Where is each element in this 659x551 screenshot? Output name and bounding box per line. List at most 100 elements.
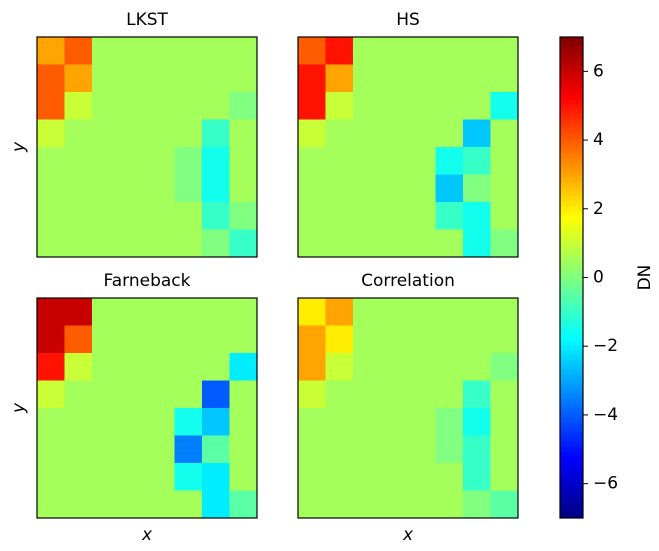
heatmap-cell [119, 298, 148, 326]
heatmap-cell [229, 325, 258, 354]
colorbar-segment [560, 330, 583, 336]
heatmap-cell [490, 229, 519, 258]
heatmap-cell [92, 490, 120, 519]
colorbar-segment [560, 412, 583, 418]
heatmap-cell [353, 119, 381, 148]
heatmap-cell [298, 92, 326, 120]
colorbar-segment [560, 392, 583, 399]
heatmap-cell [37, 92, 65, 120]
heatmap-cell [229, 119, 258, 148]
colorbar-segment [560, 89, 583, 96]
heatmap-cell [298, 202, 326, 230]
heatmap-cell [37, 325, 65, 354]
colorbar-segment [560, 51, 583, 57]
heatmap-cell [119, 202, 148, 230]
heatmap-cell [463, 380, 491, 409]
heatmap-cell [147, 490, 175, 519]
colorbar-segment [560, 306, 583, 312]
heatmap-cell [202, 325, 230, 354]
heatmap-cell [380, 298, 409, 326]
heatmap-cell [353, 490, 381, 519]
colorbar-segment [560, 147, 583, 153]
heatmap-cell [174, 435, 203, 464]
heatmap-cell [298, 64, 326, 93]
colorbar-segment [560, 138, 583, 144]
colorbar-segment [560, 344, 583, 351]
heatmap-cell [353, 64, 381, 93]
heatmap-cell [380, 229, 409, 258]
heatmap-cell [119, 229, 148, 258]
heatmap-cell [490, 435, 519, 464]
colorbar-segment [560, 171, 583, 177]
heatmap-cell [490, 298, 519, 326]
colorbar-segment [560, 253, 583, 259]
colorbar-segment [560, 450, 583, 456]
heatmap-cell [229, 408, 258, 436]
heatmap-cell [202, 490, 230, 519]
panel-title: Farneback [104, 271, 191, 291]
colorbar-tick-label: 2 [593, 199, 604, 219]
heatmap-cell [408, 298, 436, 326]
colorbar-segment [560, 248, 583, 254]
heatmap-cell [229, 37, 258, 65]
heatmap-cell [174, 64, 203, 93]
heatmap-cell [229, 490, 258, 519]
heatmap-cell [353, 37, 381, 65]
heatmap-cell [174, 202, 203, 230]
heatmap-cell [298, 325, 326, 354]
heatmap-cell [92, 37, 120, 65]
heatmap-cell [408, 229, 436, 258]
heatmap-cell [64, 353, 93, 381]
colorbar-segment [560, 277, 583, 283]
heatmap-cell [490, 408, 519, 436]
heatmap-cell [202, 119, 230, 148]
colorbar-segment [560, 431, 583, 437]
colorbar-segment [560, 479, 583, 485]
x-axis-label: x [141, 525, 153, 545]
heatmap-cell [353, 229, 381, 258]
colorbar-segment [560, 301, 583, 307]
heatmap-cell [174, 408, 203, 436]
heatmap-cell [463, 463, 491, 491]
heatmap-cell [229, 380, 258, 409]
colorbar-segment [560, 113, 583, 120]
colorbar-tick-label: 4 [593, 130, 604, 150]
colorbar-label: DN [635, 265, 655, 291]
heatmap-cell [325, 37, 354, 65]
heatmap-cell [202, 202, 230, 230]
heatmap-cell [64, 435, 93, 464]
panel-frame [297, 36, 519, 258]
heatmap-cell [435, 92, 464, 120]
heatmap-cell [174, 119, 203, 148]
heatmap-cell [37, 490, 65, 519]
colorbar-segment [560, 65, 583, 72]
heatmap-cell [435, 490, 464, 519]
heatmap-cell [92, 298, 120, 326]
colorbar-segment [560, 407, 583, 413]
heatmap-cell [229, 92, 258, 120]
heatmap-cell [147, 408, 175, 436]
heatmap-cell [463, 92, 491, 120]
colorbar-tick-label: −2 [593, 336, 618, 356]
panel-title: Correlation [361, 271, 455, 291]
heatmap-cell [325, 435, 354, 464]
colorbar-segment [560, 359, 583, 365]
heatmap-cell [325, 174, 354, 203]
colorbar-segment [560, 181, 583, 187]
heatmap-cell [325, 490, 354, 519]
colorbar-segment [560, 469, 583, 476]
colorbar-segment [560, 94, 583, 101]
heatmap-cell [64, 298, 93, 326]
heatmap-cell [202, 229, 230, 258]
colorbar-segment [560, 397, 583, 404]
heatmap-cell [325, 380, 354, 409]
colorbar-segment [560, 498, 583, 505]
colorbar-segment [560, 142, 583, 149]
heatmap-cell [147, 119, 175, 148]
heatmap-cell [92, 408, 120, 436]
colorbar-segment [560, 493, 583, 500]
heatmap-cell [92, 325, 120, 354]
heatmap-cell [37, 147, 65, 175]
heatmap-cell [37, 229, 65, 258]
heatmap-cell [229, 147, 258, 175]
